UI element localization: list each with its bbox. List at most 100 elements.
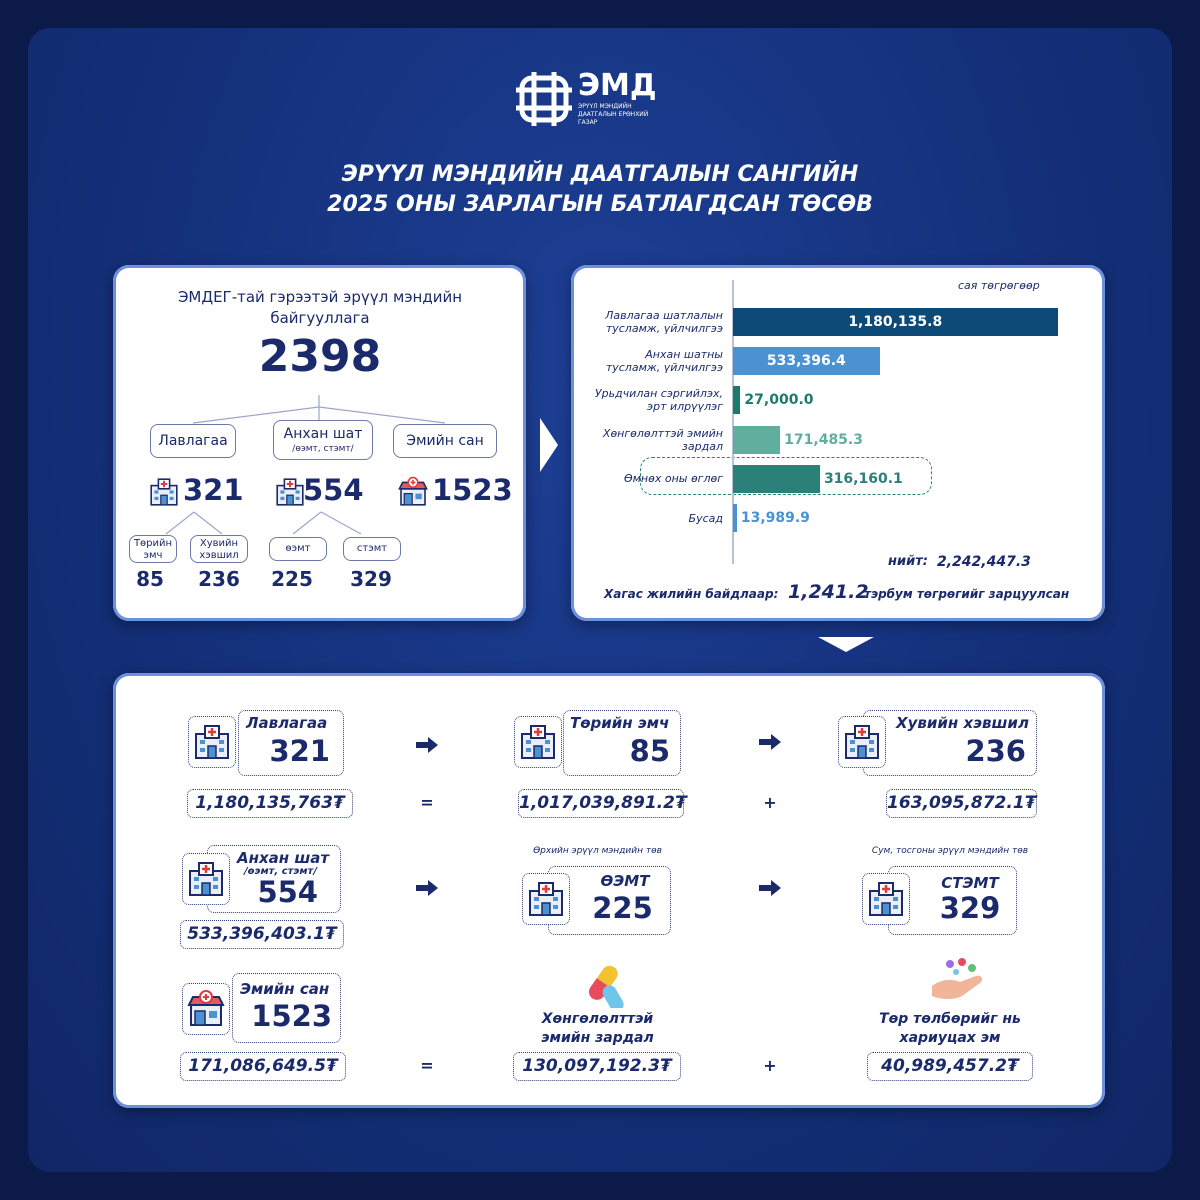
sub-count: 329 <box>350 567 392 591</box>
item-count: 329 <box>939 891 1001 925</box>
category-label: Өмнөх оны өглөг <box>623 472 723 486</box>
category-label: Урьдчилан сэргийлэх, эрт илрүүлэг <box>594 387 723 414</box>
item-count: 1523 <box>251 999 332 1033</box>
item-box <box>238 710 344 776</box>
group-label: Лавлагаа <box>150 424 236 458</box>
item-label: Лавлагаа <box>246 714 328 732</box>
logo-text: ЭМД <box>578 68 657 103</box>
bar <box>733 386 741 415</box>
item-count: 236 <box>965 734 1026 768</box>
item-label: Төр төлбөрийг нь хариуцах эм <box>879 1011 1021 1046</box>
item-box <box>232 973 341 1043</box>
pharmacy-icon <box>186 989 226 1029</box>
sub-label: Хувийн хэвшил <box>190 535 248 563</box>
footnote-prefix: Хагас жилийн байдлаар: <box>604 587 779 601</box>
operator: = <box>420 1056 434 1075</box>
group-label: Анхан шат <box>283 426 363 442</box>
item-count: 554 <box>257 875 318 909</box>
org-tree-lines <box>165 395 446 535</box>
icon-box <box>522 873 570 925</box>
group-count: 321 <box>183 473 244 507</box>
hospital-icon <box>866 879 906 919</box>
item-amount: 171,086,649.5₮ <box>180 1052 346 1081</box>
hospital-icon <box>842 722 882 762</box>
value-label: 171,485.3 <box>784 431 863 448</box>
item-count: 85 <box>629 734 670 768</box>
sub-count: 85 <box>136 567 164 591</box>
arrow-right <box>540 418 558 472</box>
item-amount: 533,396,403.1₮ <box>180 920 344 949</box>
item-label: Төрийн эмч <box>570 714 670 732</box>
item-count: 321 <box>269 734 330 768</box>
logo-mark <box>516 72 572 126</box>
sub-count: 225 <box>271 567 313 591</box>
arrow-icon <box>416 737 438 753</box>
total-value: 2,242,447.3 <box>937 554 1031 570</box>
item-label: Хөнгөлөлттэй эмийн зардал <box>541 1011 654 1046</box>
value-label: 533,396.4 <box>766 353 846 370</box>
arrow-icon <box>759 880 781 896</box>
value-label: 1,180,135.8 <box>848 314 943 330</box>
arrow-icon <box>759 734 781 750</box>
icon-box <box>188 716 236 768</box>
value-label: 13,989.9 <box>740 510 810 526</box>
value-label: 27,000.0 <box>744 392 814 409</box>
icon-box <box>514 716 562 768</box>
hospital-icon <box>148 476 180 508</box>
operator: = <box>420 793 434 812</box>
group-count: 1523 <box>432 473 513 507</box>
icon-box <box>862 873 910 925</box>
group-count: 554 <box>303 473 364 507</box>
highlight-box <box>640 457 932 495</box>
category-label: Лавлагаа шатлалын тусламж, үйлчилгээ <box>605 309 723 335</box>
title-line: 2025 ОНЫ ЗАРЛАГЫН БАТЛАГДСАН ТӨСӨВ <box>327 192 873 217</box>
item-label: Эмийн сан <box>240 980 330 998</box>
hospital-icon <box>274 476 306 508</box>
item-amount: 1,017,039,891.2₮ <box>518 789 687 818</box>
icon-box <box>838 716 886 768</box>
bar <box>733 464 820 493</box>
item-label: ӨЭМТ <box>600 872 650 890</box>
group-box: Анхан шат /өэмт, стэмт/ <box>273 420 373 460</box>
item-box <box>563 710 681 776</box>
value-label: 316,160.1 <box>823 470 903 487</box>
org-title: ЭМДЕГ-тай гэрээтэй эрүүл мэндийн байгуул… <box>177 288 463 327</box>
item-amount: 40,989,457.2₮ <box>867 1052 1033 1081</box>
hospital-icon <box>518 722 558 762</box>
sub-label: өэмт <box>269 537 327 561</box>
sub-label: Төрийн эмч <box>129 535 177 563</box>
arrow-icon <box>416 880 438 896</box>
icon-box <box>182 983 230 1035</box>
pharmacy-icon <box>397 476 429 508</box>
operator: + <box>763 1056 777 1075</box>
bar <box>733 308 1058 336</box>
organizations-card <box>113 265 526 621</box>
item-label: Хувийн хэвшил <box>896 714 1029 732</box>
chart-unit: сая төгрөгөөр <box>958 279 1040 292</box>
item-sublabel: /өэмт, стэмт/ <box>244 866 317 877</box>
category-label: Хөнгөлөлттэй эмийн зардал <box>602 426 723 453</box>
bar <box>733 347 880 376</box>
item-amount: 163,095,872.1₮ <box>886 789 1037 818</box>
hospital-icon <box>192 722 232 762</box>
pills-icon <box>589 965 624 1008</box>
sub-label: стэмт <box>343 537 401 561</box>
hand-pills-icon <box>932 958 983 999</box>
arrow-down <box>818 637 874 652</box>
footnote-suffix: тэрбум төгрөгийг зарцуулсан <box>864 587 1070 601</box>
item-label: Анхан шат <box>237 849 330 867</box>
bar <box>733 504 737 532</box>
axis-line <box>732 280 734 564</box>
category-label: Анхан шатны тусламж, үйлчилгээ <box>605 348 723 375</box>
footnote-value: 1,241.2 <box>788 581 869 603</box>
item-amount: 1,180,135,763₮ <box>187 789 353 818</box>
breakdown-card <box>113 673 1105 1108</box>
group-sublabel: /өэмт, стэмт/ <box>292 444 354 454</box>
org-total: 2398 <box>258 331 382 382</box>
category-label: Бусад <box>688 511 723 525</box>
icon-box <box>182 853 230 905</box>
item-amount: 130,097,192.3₮ <box>513 1052 681 1081</box>
item-count: 225 <box>592 891 653 925</box>
title-line: ЭРҮҮЛ МЭНДИЙН ДААТГАЛЫН САНГИЙН <box>341 162 859 187</box>
